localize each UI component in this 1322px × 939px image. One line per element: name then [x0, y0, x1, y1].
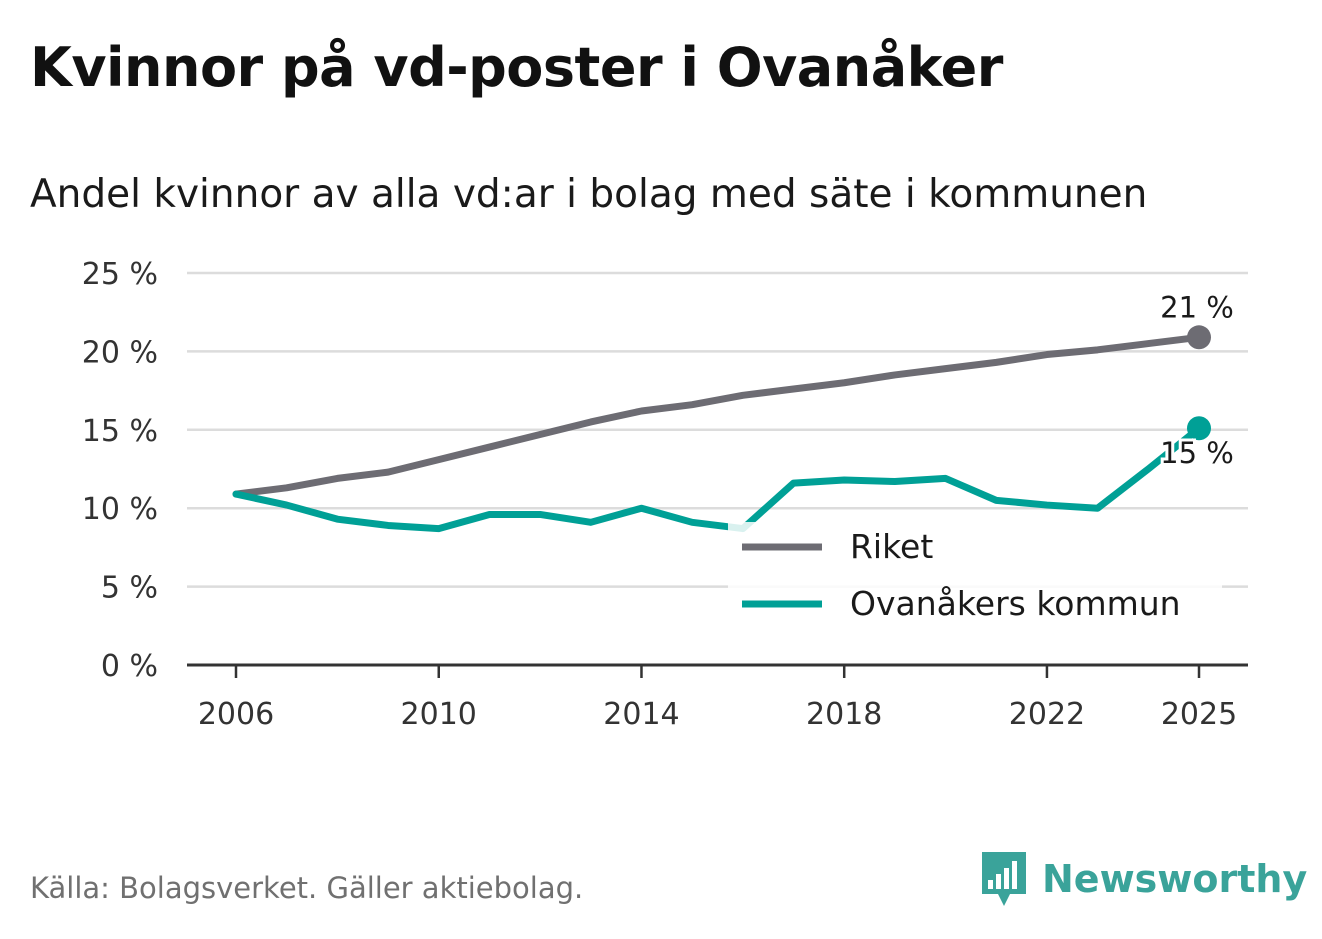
brand-name: Newsworthy — [1042, 857, 1308, 901]
chart-title: Kvinnor på vd-poster i Ovanåker — [30, 36, 1003, 99]
source-note: Källa: Bolagsverket. Gäller aktiebolag. — [30, 871, 584, 905]
end-label-kommun: 15 % — [1160, 436, 1234, 470]
y-tick-label: 15 % — [82, 414, 158, 449]
legend: Riket Ovanåkers kommun — [728, 522, 1222, 634]
legend-background — [728, 522, 1222, 634]
y-tick-label: 10 % — [82, 492, 158, 527]
x-axis-ticks: 2006 2010 2014 2018 2022 2025 — [198, 665, 1237, 732]
x-tick-label: 2014 — [603, 697, 679, 732]
y-tick-label: 25 % — [82, 257, 158, 292]
x-tick-label: 2006 — [198, 697, 274, 732]
chart-subtitle: Andel kvinnor av alla vd:ar i bolag med … — [30, 172, 1148, 217]
legend-label: Ovanåkers kommun — [850, 584, 1181, 623]
y-tick-label: 20 % — [82, 335, 158, 370]
series-line-kommun — [232, 424, 1203, 533]
y-tick-label: 5 % — [101, 571, 158, 606]
y-tick-label: 0 % — [101, 649, 158, 684]
line-chart: 0 %5 %10 %15 %20 %25 % 2006 2010 2014 2018 2… — [82, 257, 1248, 732]
end-labels: 21 % 15 % — [1157, 290, 1237, 473]
series-line-riket — [232, 333, 1203, 498]
legend-label: Riket — [850, 527, 933, 566]
x-tick-label: 2010 — [401, 697, 477, 732]
end-label-riket: 21 % — [1160, 290, 1234, 324]
series-endpoint-riket — [1187, 325, 1211, 350]
x-tick-label: 2018 — [806, 697, 882, 732]
series-lines — [232, 325, 1211, 533]
series-endpoint-kommun — [1187, 416, 1211, 441]
bar-chart-speech-bubble-icon — [982, 852, 1026, 906]
x-tick-label: 2025 — [1161, 697, 1237, 732]
x-tick-label: 2022 — [1009, 697, 1085, 732]
y-axis-ticks: 0 % 5 % 10 % 15 % 20 % 25 % — [82, 257, 158, 684]
brand-logo: Newsworthy — [980, 850, 1307, 908]
